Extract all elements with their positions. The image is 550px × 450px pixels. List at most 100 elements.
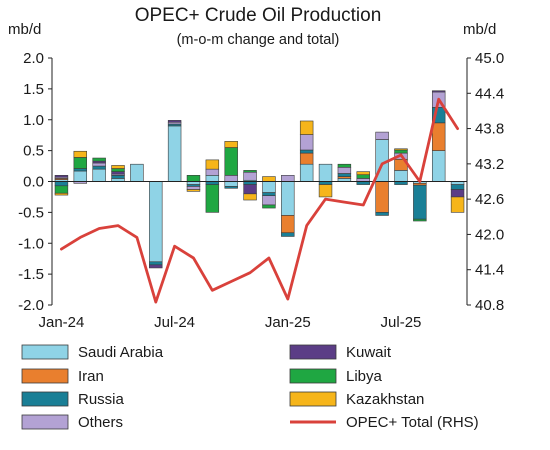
bar-segment-libya bbox=[262, 204, 276, 209]
left-tick-label: 1.5 bbox=[23, 81, 44, 98]
bar-segment-saudi-arabia bbox=[318, 163, 333, 182]
legend-label: Libya bbox=[346, 368, 383, 385]
left-tick-label: -1.5 bbox=[18, 266, 44, 283]
bar-segment-saudi-arabia bbox=[149, 181, 163, 263]
legend-label: OPEC+ Total (RHS) bbox=[346, 414, 479, 431]
bar-segment-kazakhstan bbox=[299, 120, 314, 135]
bar-segment-saudi-arabia bbox=[92, 168, 106, 182]
bar-segment-saudi-arabia bbox=[205, 175, 220, 182]
bar-segment-iran bbox=[431, 122, 446, 151]
legend-swatch bbox=[21, 368, 69, 384]
bar-segment-kazakhstan bbox=[73, 150, 88, 158]
legend-swatch bbox=[289, 368, 337, 384]
legend-label: Others bbox=[78, 414, 123, 431]
bar-segment-libya bbox=[224, 147, 238, 176]
x-tick-label: Jan-24 bbox=[38, 314, 84, 331]
right-tick-label: 42.0 bbox=[475, 226, 504, 243]
legend-swatch bbox=[21, 344, 69, 360]
bar-segment-russia bbox=[54, 181, 69, 187]
legend-swatch bbox=[289, 391, 337, 407]
left-tick-label: -1.0 bbox=[18, 235, 44, 252]
right-tick-label: 44.4 bbox=[475, 85, 504, 102]
right-tick-label: 43.8 bbox=[475, 121, 504, 138]
bar-segment-russia bbox=[299, 149, 314, 154]
bar-segment-russia bbox=[413, 184, 427, 220]
left-tick-label: 0.5 bbox=[23, 143, 44, 160]
bar-segment-saudi-arabia bbox=[394, 170, 408, 182]
bar-segment-saudi-arabia bbox=[281, 181, 295, 216]
legend-label: Saudi Arabia bbox=[78, 344, 164, 361]
bar-segment-others bbox=[281, 175, 295, 182]
bar-segment-kazakhstan bbox=[243, 193, 257, 201]
plot-area: 2.0 1.5 1.0 0.5 0.0 -0.5 -1.0 -1.5 -2.0 45.0 44.4 4… bbox=[18, 50, 504, 331]
left-tick-label: -2.0 bbox=[18, 297, 44, 314]
bar-segment-saudi-arabia bbox=[224, 181, 238, 187]
bar-segment-saudi-arabia bbox=[262, 181, 276, 193]
bar-segment-others bbox=[243, 171, 257, 181]
chart-title: OPEC+ Crude Oil Production bbox=[135, 5, 382, 26]
right-tick-label: 45.0 bbox=[475, 50, 504, 67]
left-tick-label: 1.0 bbox=[23, 112, 44, 129]
bar-segment-libya bbox=[394, 149, 408, 154]
opec-total-line bbox=[60, 97, 460, 304]
bar-segment-kazakhstan bbox=[111, 165, 125, 169]
bar-segment-kuwait bbox=[149, 264, 163, 269]
bar-segment-kazakhstan bbox=[356, 171, 370, 176]
bar-segment-kazakhstan bbox=[186, 189, 201, 192]
bar-segment-kuwait bbox=[111, 171, 125, 175]
bar-segment-russia bbox=[149, 261, 163, 266]
bar-segment-russia bbox=[111, 175, 125, 179]
legend-swatch bbox=[21, 414, 69, 430]
legend-label: Kuwait bbox=[346, 344, 392, 361]
left-tick-label: 2.0 bbox=[23, 50, 44, 67]
bar-segment-others bbox=[186, 186, 201, 190]
bar-segment-russia bbox=[337, 173, 352, 177]
bar-segment-saudi-arabia bbox=[130, 163, 144, 182]
legend-label: Kazakhstan bbox=[346, 391, 424, 408]
legend-label: Iran bbox=[78, 368, 104, 385]
bar-segment-others bbox=[205, 168, 220, 176]
bar-segment-libya bbox=[73, 157, 88, 169]
bar-segment-libya bbox=[186, 175, 201, 182]
x-tick-label: Jul-24 bbox=[154, 314, 195, 331]
bar-segment-others bbox=[375, 131, 389, 140]
bar-segment-libya bbox=[243, 170, 257, 173]
bar-segment-saudi-arabia bbox=[167, 125, 182, 182]
bar-segment-kazakhstan bbox=[224, 141, 238, 148]
x-tick-label: Jul-25 bbox=[381, 314, 422, 331]
bar-segment-iran bbox=[281, 215, 295, 234]
bar-segment-kazakhstan bbox=[205, 159, 220, 170]
bar-segment-libya bbox=[111, 168, 125, 172]
legend-label: Russia bbox=[78, 391, 125, 408]
bar-segment-kazakhstan bbox=[318, 184, 333, 198]
legend: Saudi Arabia Kuwait Iran Libya Russia Kazakhs… bbox=[21, 344, 479, 431]
chart-subtitle: (m-o-m change and total) bbox=[177, 32, 340, 48]
bar-segment-russia bbox=[262, 192, 276, 197]
bar-segment-russia bbox=[375, 212, 389, 216]
left-axis-unit: mb/d bbox=[8, 21, 41, 38]
bar-segment-russia bbox=[224, 186, 238, 189]
bar-segment-kuwait bbox=[54, 175, 69, 178]
right-tick-label: 43.2 bbox=[475, 156, 504, 173]
bar-segment-libya bbox=[54, 185, 69, 194]
bar-segment-russia bbox=[281, 232, 295, 237]
bar-segment-russia bbox=[450, 184, 465, 190]
bar-segment-saudi-arabia bbox=[299, 163, 314, 182]
bar-segment-kazakhstan bbox=[54, 192, 69, 196]
x-tick-label: Jan-25 bbox=[265, 314, 311, 331]
bar-segment-others bbox=[262, 195, 276, 206]
bar-segment-libya bbox=[205, 184, 220, 213]
right-tick-label: 40.8 bbox=[475, 297, 504, 314]
bar-segment-russia bbox=[92, 165, 106, 170]
bar-segment-others bbox=[224, 175, 238, 182]
bar-segment-kazakhstan bbox=[450, 196, 465, 213]
bar-segment-kuwait bbox=[431, 90, 446, 93]
bar-segment-libya bbox=[356, 174, 370, 179]
bar-segment-libya bbox=[92, 157, 106, 162]
bar-segment-russia bbox=[73, 168, 88, 172]
bar-segment-iran bbox=[375, 181, 389, 213]
bar-segment-kuwait bbox=[243, 184, 257, 195]
bar-segment-saudi-arabia bbox=[431, 150, 446, 182]
left-tick-label: -0.5 bbox=[18, 204, 44, 221]
